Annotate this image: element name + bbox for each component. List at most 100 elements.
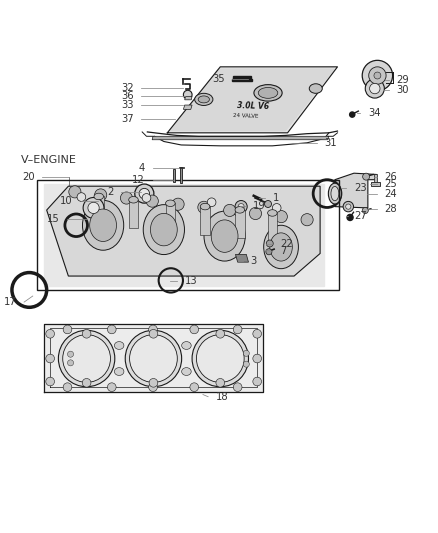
Circle shape <box>184 90 192 99</box>
Text: 34: 34 <box>368 108 380 118</box>
Circle shape <box>46 329 54 338</box>
Circle shape <box>343 201 353 212</box>
Circle shape <box>346 204 351 209</box>
Polygon shape <box>45 184 325 286</box>
Text: 19: 19 <box>253 201 265 211</box>
Circle shape <box>148 383 157 392</box>
Ellipse shape <box>268 209 277 216</box>
Circle shape <box>58 330 115 387</box>
Polygon shape <box>268 213 277 241</box>
Ellipse shape <box>200 203 210 210</box>
Text: 24 VALVE: 24 VALVE <box>233 112 258 118</box>
Text: 2: 2 <box>107 187 113 197</box>
Polygon shape <box>371 182 380 186</box>
Circle shape <box>190 383 198 392</box>
Circle shape <box>374 72 381 79</box>
Polygon shape <box>236 254 248 262</box>
Circle shape <box>207 198 216 207</box>
Text: 4: 4 <box>138 164 145 173</box>
Polygon shape <box>335 173 377 208</box>
Ellipse shape <box>328 183 341 204</box>
Polygon shape <box>129 200 138 228</box>
Circle shape <box>130 335 177 382</box>
Text: 25: 25 <box>385 179 397 189</box>
Circle shape <box>275 211 287 223</box>
Circle shape <box>67 351 74 357</box>
Text: 15: 15 <box>47 214 60 224</box>
Ellipse shape <box>204 211 245 261</box>
Circle shape <box>69 186 81 198</box>
Circle shape <box>365 79 385 98</box>
Circle shape <box>363 173 370 180</box>
Circle shape <box>249 207 261 220</box>
Ellipse shape <box>114 368 124 375</box>
Polygon shape <box>170 69 334 131</box>
Circle shape <box>243 361 249 367</box>
Text: 28: 28 <box>385 204 397 214</box>
Circle shape <box>82 329 91 338</box>
Polygon shape <box>47 186 320 276</box>
Text: V–ENGINE: V–ENGINE <box>21 155 77 165</box>
Text: 13: 13 <box>185 276 197 286</box>
Text: 30: 30 <box>396 85 409 95</box>
Ellipse shape <box>235 207 244 213</box>
Circle shape <box>46 377 54 386</box>
Ellipse shape <box>82 200 124 250</box>
Ellipse shape <box>129 197 138 203</box>
Ellipse shape <box>166 200 175 206</box>
Ellipse shape <box>258 87 278 98</box>
Circle shape <box>135 184 154 203</box>
Circle shape <box>272 204 281 212</box>
Ellipse shape <box>264 225 298 269</box>
Circle shape <box>67 360 74 366</box>
Ellipse shape <box>198 96 209 103</box>
Text: 29: 29 <box>396 75 409 85</box>
Text: 27: 27 <box>354 211 367 221</box>
Circle shape <box>88 202 99 214</box>
Text: 37: 37 <box>121 114 134 124</box>
Circle shape <box>233 383 242 392</box>
Text: 22: 22 <box>280 239 293 249</box>
Circle shape <box>233 325 242 334</box>
Circle shape <box>149 329 158 338</box>
Circle shape <box>362 60 392 91</box>
Text: 10: 10 <box>60 196 73 206</box>
Circle shape <box>369 67 386 84</box>
Circle shape <box>190 325 198 334</box>
Circle shape <box>253 329 261 338</box>
Circle shape <box>266 240 273 247</box>
Circle shape <box>63 383 72 392</box>
Ellipse shape <box>254 85 282 101</box>
Circle shape <box>196 335 244 382</box>
Polygon shape <box>179 167 184 168</box>
Circle shape <box>146 195 159 207</box>
Polygon shape <box>180 167 182 183</box>
Circle shape <box>216 378 225 387</box>
Polygon shape <box>200 207 210 235</box>
Bar <box>37 180 339 290</box>
Polygon shape <box>235 210 244 238</box>
Polygon shape <box>232 78 252 81</box>
Ellipse shape <box>182 368 191 375</box>
Circle shape <box>139 188 149 199</box>
Text: 7: 7 <box>280 246 286 256</box>
Text: 35: 35 <box>212 74 225 84</box>
Circle shape <box>107 383 116 392</box>
Circle shape <box>301 214 313 226</box>
Circle shape <box>266 249 272 255</box>
Text: 24: 24 <box>385 189 397 199</box>
Ellipse shape <box>90 209 117 241</box>
Polygon shape <box>152 136 329 140</box>
Circle shape <box>149 378 158 387</box>
Circle shape <box>77 193 86 201</box>
Ellipse shape <box>331 187 339 201</box>
Circle shape <box>107 325 116 334</box>
Polygon shape <box>94 197 103 225</box>
Ellipse shape <box>309 84 322 93</box>
Circle shape <box>148 325 157 334</box>
Circle shape <box>224 204 236 216</box>
Circle shape <box>350 112 355 117</box>
Polygon shape <box>185 96 192 100</box>
Ellipse shape <box>194 93 213 106</box>
Text: 26: 26 <box>385 172 397 182</box>
